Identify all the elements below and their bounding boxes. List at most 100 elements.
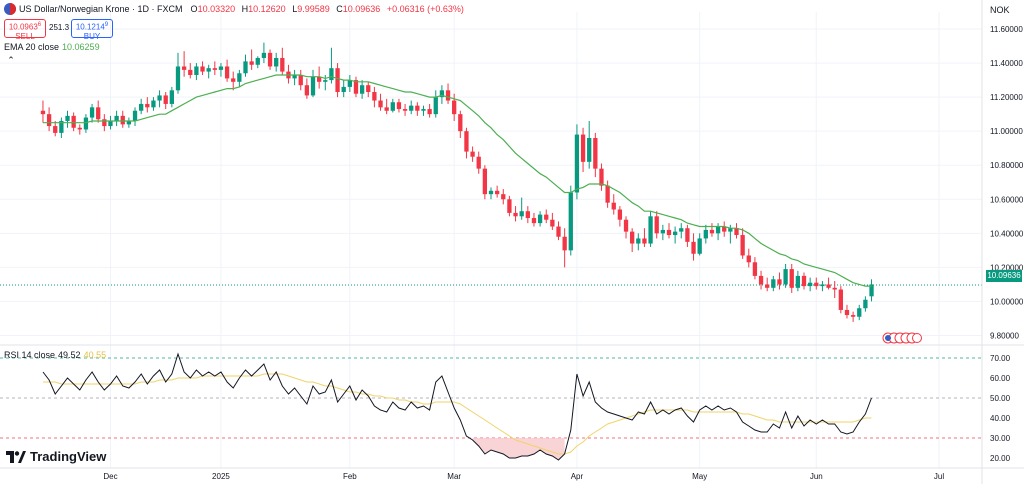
candle-body: [801, 275, 807, 287]
candle-body: [65, 115, 70, 121]
candle-body: [740, 235, 745, 256]
brand-name: TradingView: [30, 449, 107, 464]
buy-button[interactable]: 10.12149 BUY: [71, 19, 113, 41]
candle-body: [261, 52, 267, 58]
candle-body: [734, 228, 739, 236]
candle-body: [341, 86, 346, 93]
candle-body: [685, 228, 690, 242]
rsi-tick-label: 60.00: [990, 374, 1011, 383]
candle-body: [206, 68, 211, 72]
candle-body: [869, 284, 874, 297]
candle-body: [317, 76, 322, 82]
candle-body: [304, 85, 310, 96]
currency-label[interactable]: NOK: [990, 5, 1010, 15]
open-label: O: [190, 4, 198, 14]
buy-price-sup: 9: [104, 22, 109, 28]
candle-body: [347, 80, 352, 87]
candle-body: [623, 219, 629, 232]
candle-body: [452, 100, 457, 115]
tradingview-logo[interactable]: TradingView: [6, 449, 106, 464]
candle-body: [59, 120, 64, 133]
x-tick-label: Mar: [447, 472, 461, 481]
candle-body: [353, 80, 359, 94]
candle-body: [697, 238, 702, 254]
candle-body: [102, 119, 107, 127]
rsi-tick-label: 70.00: [990, 354, 1011, 363]
candle-body: [53, 126, 58, 133]
rsi-line: [42, 352, 872, 461]
candle-body: [599, 168, 604, 186]
ema-legend[interactable]: EMA 20 close 10.06259: [4, 42, 100, 52]
candle-body: [507, 199, 512, 213]
rsi-label: RSI 14 close: [4, 350, 56, 360]
candle-body: [96, 107, 101, 120]
candle-body: [494, 190, 500, 195]
candle-body: [427, 109, 432, 115]
rsi-ma-line: [43, 373, 872, 455]
candle-body: [611, 202, 616, 210]
candle-body: [820, 284, 825, 287]
candlestick-series: [40, 42, 874, 322]
candle-body: [722, 226, 727, 232]
candle-body: [672, 231, 678, 236]
spread-value: 251.3: [49, 23, 70, 32]
candle-body: [46, 114, 52, 127]
candle-body: [789, 269, 794, 288]
candle-body: [83, 117, 89, 130]
candle-body: [795, 275, 801, 288]
candle-body: [169, 90, 174, 104]
candle-body: [850, 315, 856, 317]
rsi-oversold-fill: [472, 438, 565, 460]
rsi-legend[interactable]: RSI 14 close 49.52 40.55: [4, 350, 106, 360]
candle-body: [857, 308, 862, 317]
candle-body: [421, 109, 426, 111]
x-tick-label: Jul: [934, 472, 944, 481]
candle-body: [139, 103, 144, 111]
candle-body: [163, 95, 168, 104]
y-tick-label: 10.60000: [990, 195, 1024, 204]
sell-price-sup: 6: [37, 22, 42, 28]
candle-body: [783, 269, 788, 285]
candle-body: [568, 192, 573, 251]
candle-body: [777, 279, 782, 285]
candle-body: [617, 209, 623, 220]
collapse-chevron-icon[interactable]: ⌃: [7, 55, 15, 65]
candle-body: [642, 238, 647, 244]
sell-button[interactable]: 10.09636 SELL: [4, 19, 46, 41]
candle-body: [40, 110, 46, 115]
close-value: 10.09636: [342, 4, 381, 14]
candle-body: [832, 287, 837, 290]
candle-body: [292, 74, 297, 79]
low-value: 9.99589: [297, 4, 330, 14]
candle-body: [433, 97, 438, 115]
x-tick-label: Apr: [571, 472, 584, 481]
tradingview-logo-icon: [6, 450, 26, 463]
rsi-value: 49.52: [58, 350, 81, 360]
candle-body: [439, 90, 445, 98]
candle-body: [359, 85, 365, 94]
sell-label: SELL: [15, 31, 35, 41]
candle-body: [556, 226, 561, 237]
candle-body: [838, 289, 843, 310]
sell-price: 10.0963: [8, 22, 38, 32]
y-tick-label: 11.60000: [990, 25, 1023, 34]
change-value: +0.06316 (+0.63%): [386, 4, 464, 14]
candle-body: [384, 107, 389, 111]
rsi-ma-value: 40.55: [83, 350, 107, 360]
x-tick-label: Feb: [343, 472, 357, 481]
candle-body: [126, 120, 132, 125]
ema-label: EMA 20 close: [4, 42, 60, 52]
rsi-tick-label: 40.00: [990, 414, 1011, 423]
candle-body: [212, 68, 217, 70]
high-value: 10.12620: [248, 4, 286, 14]
candle-body: [482, 168, 488, 195]
symbol-title[interactable]: US Dollar/Norwegian Krone · 1D · FXCM: [19, 4, 183, 14]
x-tick-label: Dec: [103, 472, 117, 481]
candle-body: [728, 228, 733, 232]
candle-body: [249, 61, 254, 65]
candle-body: [89, 107, 95, 118]
candle-body: [476, 156, 481, 169]
event-flags-icon[interactable]: [882, 332, 922, 344]
candle-body: [335, 68, 340, 93]
